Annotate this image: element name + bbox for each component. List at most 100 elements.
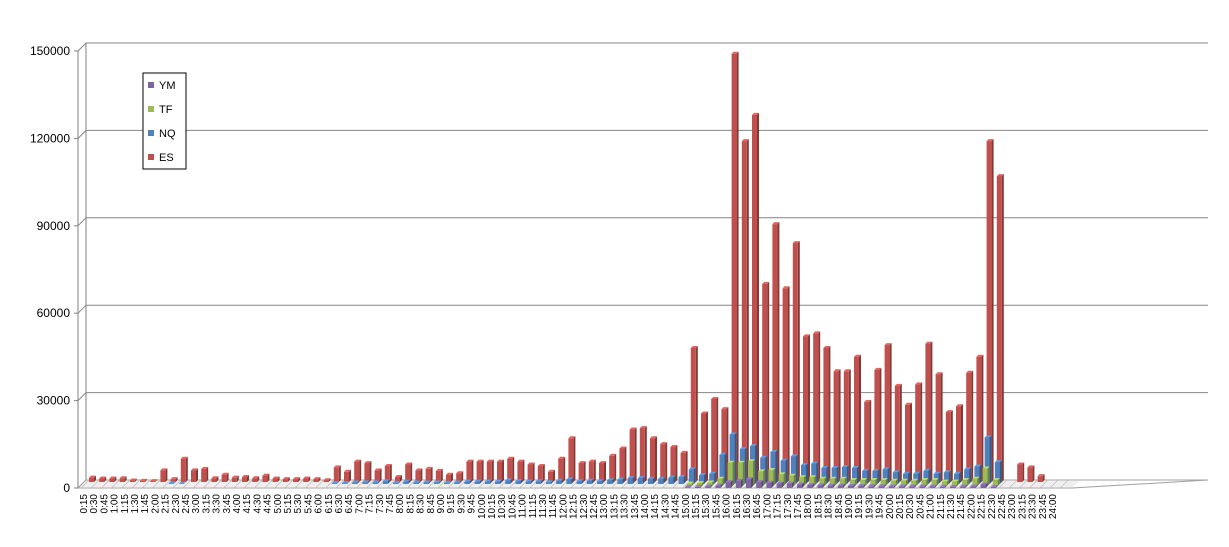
bar-es (293, 477, 300, 482)
x-tick-label: 11:45 (548, 494, 559, 519)
bar-tf (850, 478, 857, 486)
bar-es (609, 453, 617, 482)
x-tick-label: 5:30 (293, 494, 304, 514)
bar-es (874, 367, 882, 482)
x-tick-label: 3:15 (201, 494, 212, 514)
bar-es (629, 427, 637, 482)
bar-es (486, 459, 494, 482)
bar-tf (870, 478, 878, 486)
x-tick-label: 17:45 (793, 494, 804, 519)
x-tick-label: 15:30 (701, 494, 712, 519)
bar-es (894, 383, 902, 482)
x-tick-label: 21:30 (946, 494, 957, 519)
bar-ym (715, 483, 723, 488)
bar-es (446, 472, 453, 482)
bar-tf (972, 476, 980, 486)
bar-tf (839, 476, 847, 486)
bar-ym (684, 485, 692, 488)
bar-es (996, 174, 1004, 482)
bar-es (741, 139, 749, 482)
bar-nq (699, 473, 706, 484)
x-tick-label: 7:45 (385, 494, 396, 514)
floor-cell-divider (192, 479, 202, 489)
x-tick-label: 5:00 (273, 494, 284, 514)
bar-nq (790, 454, 798, 484)
floor-cell-divider (386, 479, 396, 489)
bar-es (364, 461, 372, 482)
floor-cell-divider (356, 479, 365, 489)
floor-cell-divider (1049, 479, 1059, 489)
bar-es (823, 345, 831, 482)
bar-es (537, 463, 545, 482)
bar-nq (882, 467, 890, 484)
x-tick-label: 20:30 (905, 494, 916, 519)
floor-cell-divider (427, 479, 437, 489)
x-tick-label: 8:15 (405, 494, 416, 514)
bar-nq (862, 468, 870, 484)
x-tick-label: 23:00 (1007, 494, 1018, 519)
bar-nq (627, 476, 635, 484)
x-tick-label: 2:15 (161, 494, 172, 514)
x-tick-label: 20:45 (915, 494, 926, 519)
bar-tf (707, 480, 715, 486)
x-tick-label: 19:30 (864, 494, 875, 519)
bar-es (966, 370, 974, 482)
bar-nq (943, 470, 951, 484)
bar-es (476, 459, 484, 482)
bar-tf (809, 475, 817, 486)
bar-es (833, 369, 841, 482)
bar-ym (695, 484, 702, 488)
bar-nq (168, 481, 176, 484)
x-tick-label: 7:00 (354, 494, 365, 514)
x-tick-label: 20:15 (895, 494, 906, 519)
bar-es (507, 456, 515, 482)
x-tick-label: 18:30 (824, 494, 835, 519)
x-tick-label: 15:15 (691, 494, 702, 519)
floor-cell-divider (998, 479, 1008, 489)
bar-nq (382, 479, 390, 484)
bar-es (915, 382, 923, 482)
floor-cell-divider (121, 479, 131, 489)
x-tick-label: 7:30 (375, 494, 386, 514)
bar-ym (970, 484, 978, 488)
floor-cell-divider (335, 479, 345, 489)
bar-es (272, 476, 280, 482)
floor-cell-divider (284, 479, 294, 489)
x-tick-label: 9:45 (467, 494, 478, 514)
floor-cell-divider (131, 479, 141, 489)
bar-nq (525, 479, 533, 484)
bar-es (558, 456, 566, 482)
x-tick-label: 13:45 (630, 494, 641, 519)
floor-cell-divider (325, 479, 335, 489)
x-tick-label: 21:45 (956, 494, 967, 519)
bar-tf (819, 476, 827, 486)
x-tick-label: 2:30 (171, 494, 182, 514)
bar-es (660, 442, 668, 482)
bar-tf (799, 475, 806, 486)
bar-es (925, 341, 933, 482)
floor-cell-divider (1059, 479, 1069, 489)
bar-nq (423, 480, 431, 484)
x-tick-label: 9:30 (456, 494, 467, 514)
x-tick-label: 14:45 (671, 494, 682, 519)
bar-es (191, 468, 198, 482)
x-tick-label: 3:00 (191, 494, 202, 514)
bar-tf (697, 481, 704, 486)
floor-cell-divider (203, 479, 212, 489)
x-tick-label: 18:15 (813, 494, 824, 519)
bar-tf (962, 478, 970, 486)
bar-nq (484, 479, 492, 484)
bar-tf (778, 472, 786, 486)
bar-es (303, 476, 311, 482)
bar-es (89, 475, 96, 482)
x-tick-label: 1:00 (110, 494, 121, 514)
bar-tf (921, 478, 929, 486)
bar-tf (686, 481, 694, 486)
bar-nq (668, 475, 676, 484)
bar-es (670, 445, 678, 482)
bar-es (170, 477, 178, 482)
bar-es (517, 459, 525, 482)
bar-nq (597, 479, 604, 484)
bar-ym (950, 484, 957, 488)
